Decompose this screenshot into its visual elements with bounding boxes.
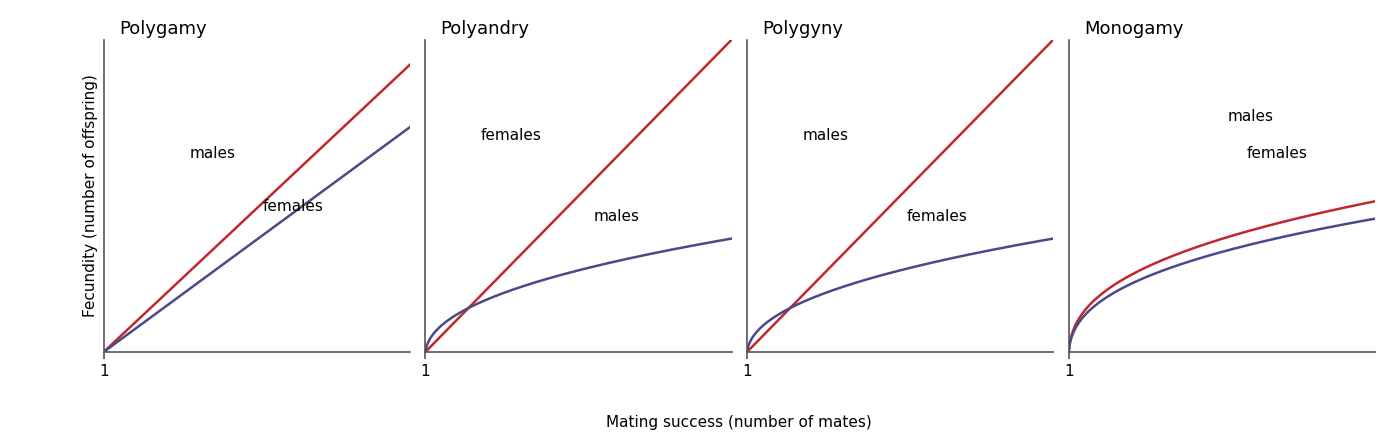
Text: females: females [481, 128, 542, 143]
Text: females: females [1247, 147, 1307, 161]
Text: Polyandry: Polyandry [441, 20, 529, 38]
Text: males: males [802, 128, 849, 143]
Text: Polygyny: Polygyny [763, 20, 843, 38]
Text: Polygamy: Polygamy [119, 20, 206, 38]
Text: Mating success (number of mates): Mating success (number of mates) [607, 415, 872, 430]
Text: females: females [907, 209, 967, 224]
Y-axis label: Fecundity (number of offspring): Fecundity (number of offspring) [83, 74, 98, 317]
Text: males: males [1229, 109, 1274, 124]
Text: Monogamy: Monogamy [1083, 20, 1183, 38]
Text: males: males [594, 209, 640, 224]
Text: females: females [263, 199, 323, 214]
Text: males: males [189, 147, 235, 161]
